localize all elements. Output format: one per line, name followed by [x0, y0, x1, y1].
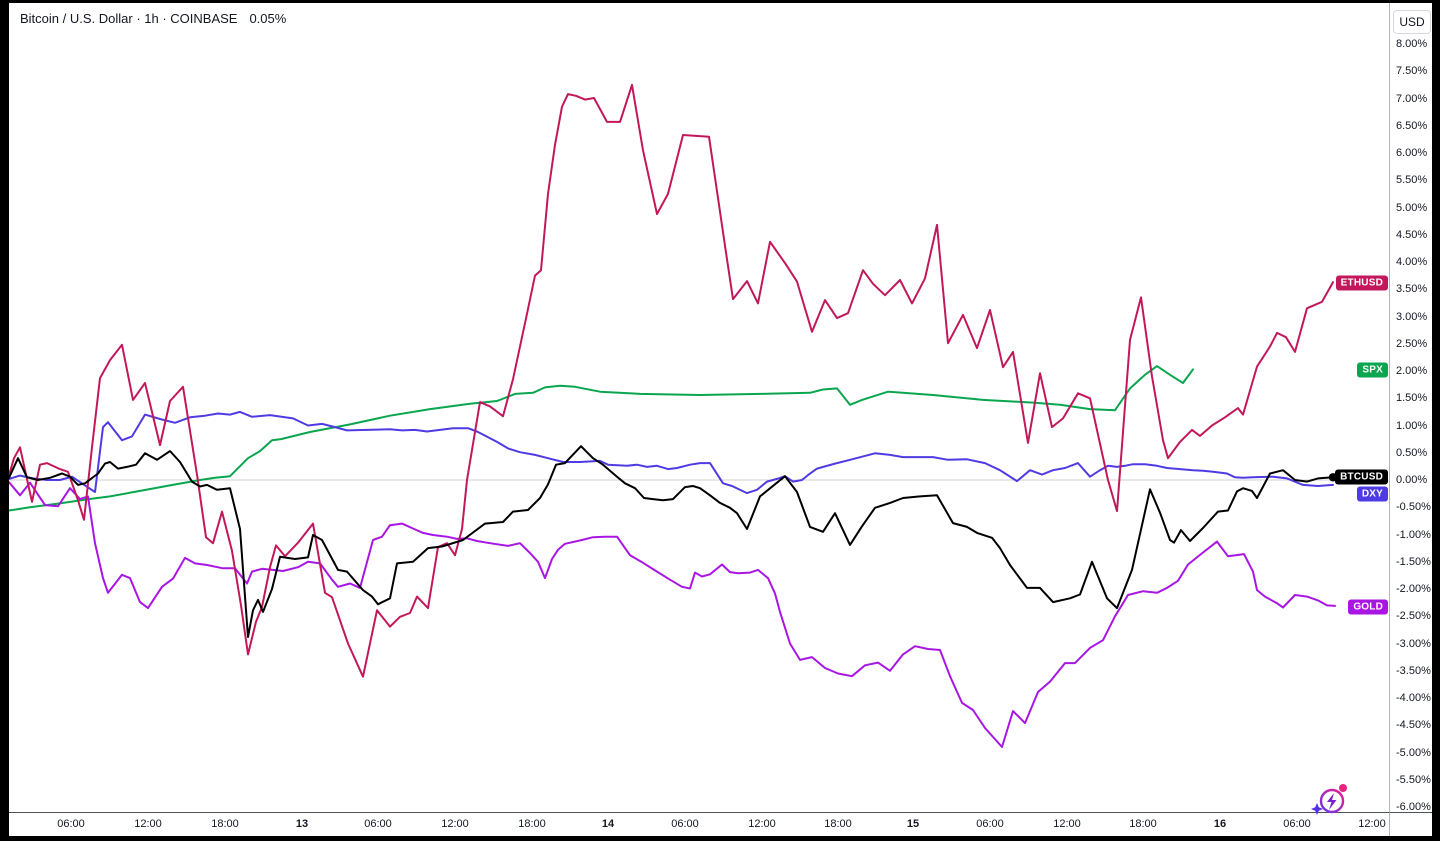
series-line-dxy [9, 410, 1334, 495]
lightning-bolt-icon [1327, 793, 1337, 810]
time-tick: 18:00 [518, 818, 546, 830]
price-tick-label: -2.00% [1396, 583, 1431, 595]
price-tick-label: -1.00% [1396, 528, 1431, 541]
price-tick-label: 2.50% [1396, 337, 1428, 350]
symbol-title[interactable]: Bitcoin / U.S. Dollar · 1h · COINBASE [20, 11, 238, 26]
time-tick: 06:00 [1283, 818, 1311, 830]
price-tick-label: -4.00% [1396, 692, 1431, 704]
logo-dot [1339, 784, 1347, 792]
price-tick-label: -2.50% [1396, 610, 1431, 623]
price-tick-label: 1.00% [1396, 419, 1428, 432]
series-line-ethusd [9, 83, 1334, 678]
series-line-btcusd [9, 445, 1334, 638]
price-tick-label: 7.00% [1396, 92, 1428, 105]
spark-logo[interactable] [1306, 777, 1354, 821]
price-tick-label: 0.00% [1396, 474, 1428, 486]
price-tick-label: -1.50% [1396, 555, 1431, 568]
price-tick-label: 7.50% [1396, 65, 1428, 78]
time-tick: 12:00 [134, 818, 162, 830]
series-badge-btcusd[interactable]: BTCUSD [1335, 469, 1388, 485]
time-tick: 18:00 [1129, 818, 1157, 830]
time-tick-day: 15 [906, 818, 920, 830]
currency-unit-button[interactable]: USD [1393, 10, 1431, 34]
price-tick-label: -3.00% [1396, 637, 1431, 650]
price-tick-label: 3.50% [1396, 283, 1428, 296]
series-badge-dxy[interactable]: DXY [1356, 486, 1388, 502]
price-tick-label: 5.00% [1396, 201, 1428, 214]
series-line-gold [9, 481, 1336, 748]
time-tick: 12:00 [1053, 818, 1081, 830]
price-tick-label: 2.00% [1396, 365, 1428, 377]
price-tick-label: -6.00% [1396, 801, 1431, 813]
time-tick: 06:00 [57, 818, 85, 830]
price-tick-label: -0.50% [1396, 501, 1431, 514]
time-tick: 18:00 [824, 818, 852, 830]
time-tick: 12:00 [748, 818, 776, 830]
price-tick-label: -4.50% [1396, 719, 1431, 732]
series-badge-gold[interactable]: GOLD [1348, 599, 1388, 615]
price-tick-label: 3.00% [1396, 310, 1428, 323]
price-tick-label: 6.50% [1396, 119, 1428, 132]
series-badge-spx[interactable]: SPX [1357, 362, 1388, 378]
chart-plot[interactable] [9, 3, 1389, 812]
time-tick-day: 14 [601, 818, 615, 830]
price-tick-label: 1.50% [1396, 392, 1428, 405]
price-tick-label: 6.00% [1396, 147, 1428, 159]
time-tick-day: 13 [295, 818, 309, 830]
time-tick-day: 16 [1213, 818, 1227, 830]
series-line-spx [9, 365, 1194, 512]
last-price-dot-btcusd [1328, 473, 1338, 482]
price-tick-label: 4.50% [1396, 228, 1428, 241]
price-tick-label: -5.50% [1396, 773, 1431, 786]
price-tick-label: 8.00% [1396, 38, 1428, 50]
price-tick-label: 5.50% [1396, 174, 1428, 187]
price-tick-label: 0.50% [1396, 446, 1428, 459]
symbol-change-pct: 0.05% [249, 11, 287, 26]
time-tick: 06:00 [976, 818, 1004, 830]
logo-circle [1319, 788, 1345, 814]
symbol-title-bar: Bitcoin / U.S. Dollar · 1h · COINBASE 0.… [20, 11, 286, 26]
time-tick: 12:00 [441, 818, 469, 830]
price-axis[interactable]: USD 8.00% 7.50% 7.00% 6.50% 6.00% 5.50% 5.00% 4… [1389, 3, 1432, 813]
sparkle-icon [1311, 803, 1323, 815]
price-tick-label: 4.00% [1396, 256, 1428, 268]
chart-pane[interactable] [9, 3, 1389, 812]
axis-corner [1389, 812, 1432, 836]
time-tick: 18:00 [211, 818, 239, 830]
time-tick: 06:00 [671, 818, 699, 830]
price-tick-label: -5.00% [1396, 746, 1431, 759]
time-tick: 12:00 [1358, 818, 1386, 830]
time-axis[interactable]: 06:00 12:00 18:00 13 06:00 12:00 18:00 14 06:00 1… [9, 812, 1432, 836]
price-tick-label: -3.50% [1396, 664, 1431, 677]
time-tick: 06:00 [364, 818, 392, 830]
series-badge-ethusd[interactable]: ETHUSD [1335, 275, 1388, 291]
